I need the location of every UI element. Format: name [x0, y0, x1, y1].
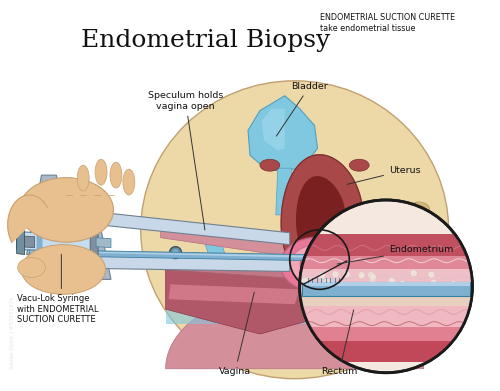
Circle shape — [344, 271, 350, 278]
Circle shape — [410, 270, 418, 277]
Polygon shape — [32, 205, 290, 245]
Polygon shape — [16, 232, 96, 251]
Circle shape — [450, 280, 457, 287]
Ellipse shape — [280, 237, 355, 292]
Text: Rectum: Rectum — [321, 310, 358, 376]
Ellipse shape — [77, 165, 89, 191]
Polygon shape — [248, 96, 318, 172]
Ellipse shape — [334, 292, 374, 317]
Polygon shape — [26, 175, 72, 255]
Ellipse shape — [412, 227, 426, 237]
Ellipse shape — [412, 249, 426, 258]
Ellipse shape — [110, 162, 122, 188]
Text: Endometrial Biopsy: Endometrial Biopsy — [80, 29, 330, 52]
Polygon shape — [160, 220, 310, 260]
Ellipse shape — [123, 169, 135, 195]
Ellipse shape — [260, 159, 280, 171]
Text: Vacu-Lok Syringe
with ENDOMETRIAL
SUCTION CURETTE: Vacu-Lok Syringe with ENDOMETRIAL SUCTIO… — [16, 294, 98, 324]
Ellipse shape — [408, 267, 430, 283]
Ellipse shape — [308, 258, 326, 271]
Text: Vagina: Vagina — [219, 292, 254, 376]
Polygon shape — [166, 289, 424, 369]
Polygon shape — [18, 236, 34, 248]
Text: Endometrium: Endometrium — [337, 245, 454, 264]
Circle shape — [378, 284, 384, 291]
Ellipse shape — [408, 202, 430, 218]
Polygon shape — [30, 251, 304, 258]
Polygon shape — [300, 341, 472, 362]
Polygon shape — [36, 232, 43, 253]
Polygon shape — [300, 234, 472, 256]
Circle shape — [342, 284, 349, 291]
Circle shape — [370, 273, 376, 280]
Polygon shape — [32, 255, 290, 271]
Polygon shape — [16, 229, 24, 255]
Ellipse shape — [312, 277, 396, 332]
Ellipse shape — [350, 159, 369, 171]
Circle shape — [452, 283, 458, 290]
Ellipse shape — [170, 247, 181, 258]
Ellipse shape — [141, 81, 448, 379]
Ellipse shape — [290, 245, 345, 284]
Circle shape — [312, 284, 318, 291]
Ellipse shape — [408, 224, 430, 240]
Circle shape — [369, 276, 376, 283]
Text: ENDOMETRIAL SUCTION CURETTE
take endometrial tissue: ENDOMETRIAL SUCTION CURETTE take endomet… — [320, 13, 454, 33]
Polygon shape — [96, 238, 111, 248]
Circle shape — [304, 284, 312, 291]
Circle shape — [368, 272, 374, 278]
Ellipse shape — [19, 178, 114, 242]
Circle shape — [410, 284, 418, 291]
Circle shape — [302, 277, 308, 284]
Text: Uterus: Uterus — [347, 166, 420, 185]
Ellipse shape — [412, 205, 426, 215]
Ellipse shape — [408, 246, 430, 262]
Polygon shape — [300, 328, 472, 341]
Polygon shape — [30, 249, 304, 260]
Polygon shape — [206, 240, 225, 260]
Polygon shape — [90, 230, 98, 256]
Circle shape — [358, 272, 365, 279]
Circle shape — [332, 271, 339, 278]
Circle shape — [447, 283, 454, 290]
Polygon shape — [32, 205, 111, 280]
Ellipse shape — [172, 249, 179, 256]
Circle shape — [407, 283, 414, 290]
Polygon shape — [300, 269, 472, 291]
Circle shape — [430, 279, 437, 286]
Polygon shape — [302, 283, 470, 287]
Polygon shape — [296, 177, 344, 253]
Ellipse shape — [95, 159, 107, 185]
Circle shape — [329, 282, 336, 288]
Polygon shape — [166, 269, 314, 334]
Circle shape — [399, 280, 406, 287]
Text: Speculum holds
vagina open: Speculum holds vagina open — [148, 91, 223, 230]
Ellipse shape — [300, 200, 472, 373]
Circle shape — [318, 272, 326, 279]
Circle shape — [323, 278, 330, 285]
Ellipse shape — [18, 258, 46, 277]
Polygon shape — [281, 155, 362, 275]
Text: Bladder: Bladder — [276, 82, 328, 136]
Ellipse shape — [324, 285, 385, 323]
Polygon shape — [302, 283, 470, 296]
Ellipse shape — [21, 245, 105, 294]
Polygon shape — [160, 255, 310, 280]
Text: Adobe Stock | #53931976: Adobe Stock | #53931976 — [10, 296, 15, 369]
Ellipse shape — [412, 271, 426, 280]
Ellipse shape — [300, 251, 335, 277]
Circle shape — [323, 281, 330, 288]
Polygon shape — [168, 284, 300, 304]
Circle shape — [388, 278, 396, 284]
Polygon shape — [300, 256, 472, 269]
Polygon shape — [262, 109, 285, 150]
Polygon shape — [276, 168, 293, 215]
Polygon shape — [8, 195, 47, 242]
Polygon shape — [300, 306, 472, 328]
Circle shape — [428, 271, 435, 278]
Polygon shape — [166, 309, 428, 324]
Polygon shape — [300, 291, 472, 306]
